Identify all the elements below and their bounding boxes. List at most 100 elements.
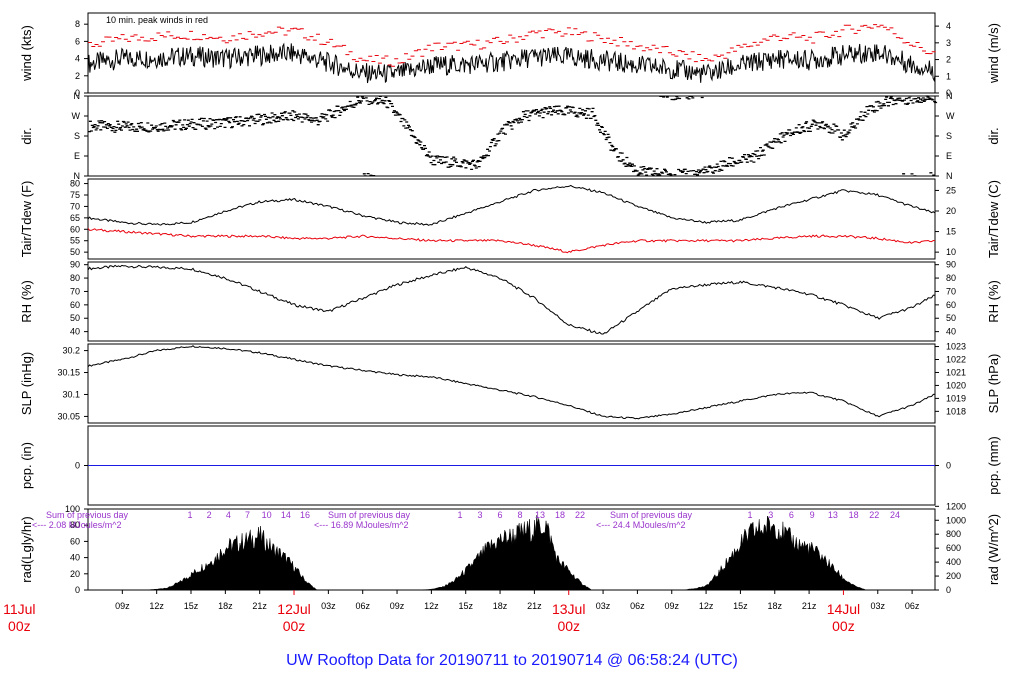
rad-ytick-right-label: 0 xyxy=(946,585,951,595)
rh-ytick-label: 40 xyxy=(70,327,80,337)
rad-sum-label: Sum of previous day xyxy=(328,510,411,520)
x-tick-label: 09z xyxy=(115,601,130,611)
rad-ytick-label: 100 xyxy=(65,504,80,514)
rh-ytick-label: 50 xyxy=(70,313,80,323)
slp-ytick-right-label: 1023 xyxy=(946,342,966,352)
temp-ytick-right-label: 20 xyxy=(946,206,956,216)
pcp-ytick-label: 0 xyxy=(75,461,80,471)
dir-ytick-right-label: N xyxy=(946,171,953,181)
rad-hour-label: 13 xyxy=(828,510,838,520)
panel-pcp: pcp. (in) pcp. (mm) 0 0 xyxy=(19,425,1001,506)
rad-sum-label: Sum of previous day xyxy=(46,510,129,520)
rad-hour-label: 9 xyxy=(810,510,815,520)
rad-ytick-right-label: 800 xyxy=(946,529,961,539)
dir-frame xyxy=(87,95,936,177)
x-tick-label: 06z xyxy=(630,601,645,611)
temp-ylabel: Tair/Tdew (F) xyxy=(19,181,34,258)
rh-ytick-right-label: 80 xyxy=(946,273,956,283)
x-tick-label: 12z xyxy=(699,601,714,611)
x-axis: 09z 12z 15z 18z 21z 03z 06z 09z 12z 15z 18z 21z 03z 0… xyxy=(3,590,920,634)
rh-ytick-label: 90 xyxy=(70,260,80,270)
wind-ytick-label: 8 xyxy=(75,19,80,29)
rad-hour-label: 3 xyxy=(768,510,773,520)
wind-frame xyxy=(87,12,936,94)
rad-hour-label: 22 xyxy=(869,510,879,520)
day-label-date: 14Jul xyxy=(827,601,860,617)
rh-ytick-label: 70 xyxy=(70,286,80,296)
rh-ytick-right-label: 40 xyxy=(946,327,956,337)
rad-sum-value: <--- 2.08 MJoules/m^2 xyxy=(32,520,122,530)
x-tick-label: 15z xyxy=(184,601,199,611)
peak-wind-note: 10 min. peak winds in red xyxy=(106,15,208,25)
wind-ytick-label: 0 xyxy=(75,88,80,98)
rad-ylabel: rad(Lgly/hr) xyxy=(19,516,34,582)
dir-ytick-label: S xyxy=(74,131,80,141)
wind-series xyxy=(87,42,936,84)
tair-series xyxy=(87,184,936,226)
x-tick-label: 09z xyxy=(664,601,679,611)
wind-ytick-right-label: 4 xyxy=(946,21,951,31)
day-label-date: 13Jul xyxy=(552,601,585,617)
wind-ytick-right-label: 0 xyxy=(946,88,951,98)
temp-ylabel-right: Tair/Tdew (C) xyxy=(986,180,1001,258)
x-tick-label: 15z xyxy=(458,601,473,611)
rad-hour-label: 1 xyxy=(747,510,752,520)
dir-ytick-label: N xyxy=(74,91,81,101)
rh-ytick-right-label: 50 xyxy=(946,313,956,323)
dir-ylabel-right: dir. xyxy=(986,127,1001,144)
radiation-series xyxy=(145,515,867,591)
x-tick-label: 12z xyxy=(149,601,164,611)
rad-ytick-right-label: 1200 xyxy=(946,501,966,511)
temp-ytick-label: 65 xyxy=(70,213,80,223)
rh-ytick-label: 80 xyxy=(70,273,80,283)
temp-ytick-right-label: 10 xyxy=(946,247,956,257)
rh-ytick-right-label: 90 xyxy=(946,260,956,270)
rad-hour-label: 18 xyxy=(849,510,859,520)
x-tick-label: 18z xyxy=(493,601,508,611)
x-tick-label: 03z xyxy=(321,601,336,611)
rad-hour-label: 10 xyxy=(262,510,272,520)
rh-ylabel: RH (%) xyxy=(19,280,34,323)
rad-sum-value: <--- 16.89 MJoules/m^2 xyxy=(314,520,409,530)
wind-ytick-label: 2 xyxy=(75,71,80,81)
tdew-series xyxy=(87,227,936,254)
slp-ytick-label: 30.2 xyxy=(62,346,80,356)
rad-ytick-right-label: 400 xyxy=(946,557,961,567)
slp-series xyxy=(87,345,936,420)
rad-hour-label: 18 xyxy=(555,510,565,520)
rh-ylabel-right: RH (%) xyxy=(986,280,1001,323)
rh-ytick-right-label: 60 xyxy=(946,300,956,310)
slp-ylabel: SLP (inHg) xyxy=(19,352,34,415)
rad-hour-label: 1 xyxy=(457,510,462,520)
wind-ytick-right-label: 2 xyxy=(946,55,951,65)
rh-series xyxy=(87,264,936,335)
slp-ytick-label: 30.1 xyxy=(62,389,80,399)
dir-ytick-label: N xyxy=(74,171,81,181)
slp-ytick-right-label: 1018 xyxy=(946,406,966,416)
rad-hour-label: 14 xyxy=(281,510,291,520)
dir-ytick-label: E xyxy=(74,151,80,161)
dir-ytick-right-label: E xyxy=(946,151,952,161)
direction-series xyxy=(88,95,938,177)
rad-ytick-right-label: 600 xyxy=(946,543,961,553)
x-tick-label: 03z xyxy=(596,601,611,611)
pcp-ylabel: pcp. (in) xyxy=(19,442,34,489)
rh-ytick-label: 60 xyxy=(70,300,80,310)
day-label-time: 00z xyxy=(8,618,31,634)
slp-ytick-right-label: 1019 xyxy=(946,393,966,403)
wind-ylabel-right: wind (m/s) xyxy=(986,23,1001,84)
slp-ytick-right-label: 1020 xyxy=(946,380,966,390)
rad-hour-label: 24 xyxy=(890,510,900,520)
temp-ytick-label: 60 xyxy=(70,224,80,234)
slp-frame xyxy=(87,343,936,424)
chart-title: UW Rooftop Data for 20190711 to 20190714… xyxy=(286,652,738,669)
rad-ytick-right-label: 200 xyxy=(946,571,961,581)
rad-hour-label: 7 xyxy=(245,510,250,520)
rad-hour-label: 4 xyxy=(226,510,231,520)
rad-ytick-label: 40 xyxy=(70,553,80,563)
x-tick-label: 18z xyxy=(218,601,233,611)
rad-ytick-label: 60 xyxy=(70,536,80,546)
rad-hour-label: 1 xyxy=(187,510,192,520)
